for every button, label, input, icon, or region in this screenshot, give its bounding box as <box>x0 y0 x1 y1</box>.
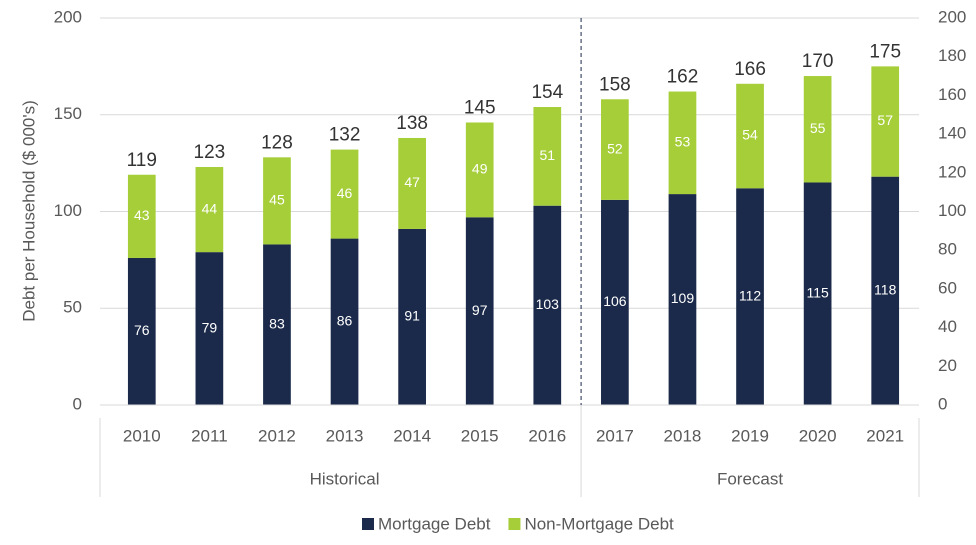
x-tick-label: 2017 <box>596 426 634 445</box>
x-tick-label: 2015 <box>461 426 499 445</box>
group-label: Historical <box>310 469 380 488</box>
bar-segment <box>195 252 224 405</box>
total-label: 162 <box>667 67 699 88</box>
y2-tick-label: 180 <box>938 46 966 65</box>
x-tick-label: 2014 <box>393 426 431 445</box>
bar-segment <box>533 107 562 206</box>
bar-segment <box>533 205 562 405</box>
data-label: 49 <box>472 161 488 177</box>
y2-tick-label: 0 <box>938 394 947 413</box>
bar-segment <box>803 182 832 405</box>
y2-tick-label: 60 <box>938 278 957 297</box>
data-label: 86 <box>337 312 353 328</box>
data-label: 91 <box>404 308 420 324</box>
y2-tick-label: 100 <box>938 201 966 220</box>
bar-segment <box>871 176 900 405</box>
bar-segment <box>668 91 697 195</box>
bar-segment <box>195 166 224 253</box>
x-tick-label: 2020 <box>799 426 837 445</box>
x-tick-label: 2016 <box>528 426 566 445</box>
bar-segment <box>398 228 426 405</box>
y2-tick-label: 160 <box>938 85 966 104</box>
data-label: 47 <box>404 174 420 190</box>
data-label: 118 <box>874 282 897 298</box>
total-label: 170 <box>802 51 834 72</box>
legend-label: Mortgage Debt <box>378 514 491 533</box>
bar-segment <box>465 217 494 405</box>
bar-segment <box>803 76 832 183</box>
total-label: 138 <box>396 113 428 134</box>
bar-segment <box>398 137 426 229</box>
bar-segment <box>263 157 291 245</box>
y2-tick-label: 140 <box>938 124 966 143</box>
x-tick-label: 2013 <box>326 426 364 445</box>
data-label: 106 <box>603 293 627 309</box>
bar-segment <box>736 83 764 189</box>
x-tick-label: 2012 <box>258 426 296 445</box>
y2-tick-label: 120 <box>938 162 966 181</box>
bar-segment <box>330 149 359 239</box>
x-tick-label: 2019 <box>731 426 769 445</box>
total-label: 175 <box>869 41 901 62</box>
data-label: 115 <box>806 284 829 300</box>
total-label: 119 <box>127 150 157 171</box>
data-label: 83 <box>269 315 285 331</box>
data-label: 103 <box>536 296 560 312</box>
y-axis-label: Debt per Household ($ 000's) <box>19 100 38 322</box>
data-label: 46 <box>337 185 353 201</box>
data-label: 79 <box>202 319 218 335</box>
legend-swatch <box>508 518 521 530</box>
bar-segment <box>127 174 156 258</box>
y-tick-label: 0 <box>73 394 82 413</box>
total-label: 132 <box>329 125 361 146</box>
data-label: 44 <box>202 200 218 216</box>
data-label: 57 <box>877 112 893 128</box>
data-label: 43 <box>134 207 150 223</box>
data-label: 76 <box>134 322 150 338</box>
total-label: 145 <box>464 98 496 119</box>
bar-segment <box>263 244 291 405</box>
y-tick-label: 100 <box>54 201 82 220</box>
bar-segment <box>601 99 629 200</box>
bar-segment <box>601 199 629 405</box>
x-tick-label: 2010 <box>123 426 161 445</box>
bar-segment <box>668 194 697 405</box>
bar-segment <box>330 238 359 405</box>
y2-tick-label: 200 <box>938 7 966 26</box>
y2-tick-label: 80 <box>938 240 957 259</box>
legend-label: Non-Mortgage Debt <box>524 514 674 533</box>
y-tick-label: 200 <box>54 7 82 26</box>
bar-segment <box>465 122 494 218</box>
data-label: 54 <box>742 127 758 143</box>
x-tick-label: 2018 <box>664 426 702 445</box>
x-tick-label: 2021 <box>866 426 904 445</box>
total-label: 154 <box>531 82 563 103</box>
y-tick-label: 150 <box>54 104 82 123</box>
bar-segment <box>736 188 764 405</box>
bar-segment <box>127 257 156 405</box>
total-label: 158 <box>599 74 631 95</box>
data-label: 55 <box>810 120 826 136</box>
total-label: 123 <box>194 142 226 163</box>
total-label: 128 <box>261 132 293 153</box>
data-label: 45 <box>269 192 285 208</box>
x-tick-label: 2011 <box>191 426 228 445</box>
total-label: 166 <box>734 59 766 80</box>
data-label: 97 <box>472 302 488 318</box>
data-label: 51 <box>540 147 556 163</box>
y-tick-label: 50 <box>63 298 82 317</box>
group-label: Forecast <box>717 469 783 488</box>
data-label: 53 <box>675 134 691 150</box>
data-label: 52 <box>607 140 623 156</box>
data-label: 109 <box>671 290 695 306</box>
legend-swatch <box>362 518 374 530</box>
data-label: 112 <box>739 287 762 303</box>
y2-tick-label: 40 <box>938 317 957 336</box>
y2-tick-label: 20 <box>938 356 957 375</box>
bar-segment <box>871 66 900 177</box>
